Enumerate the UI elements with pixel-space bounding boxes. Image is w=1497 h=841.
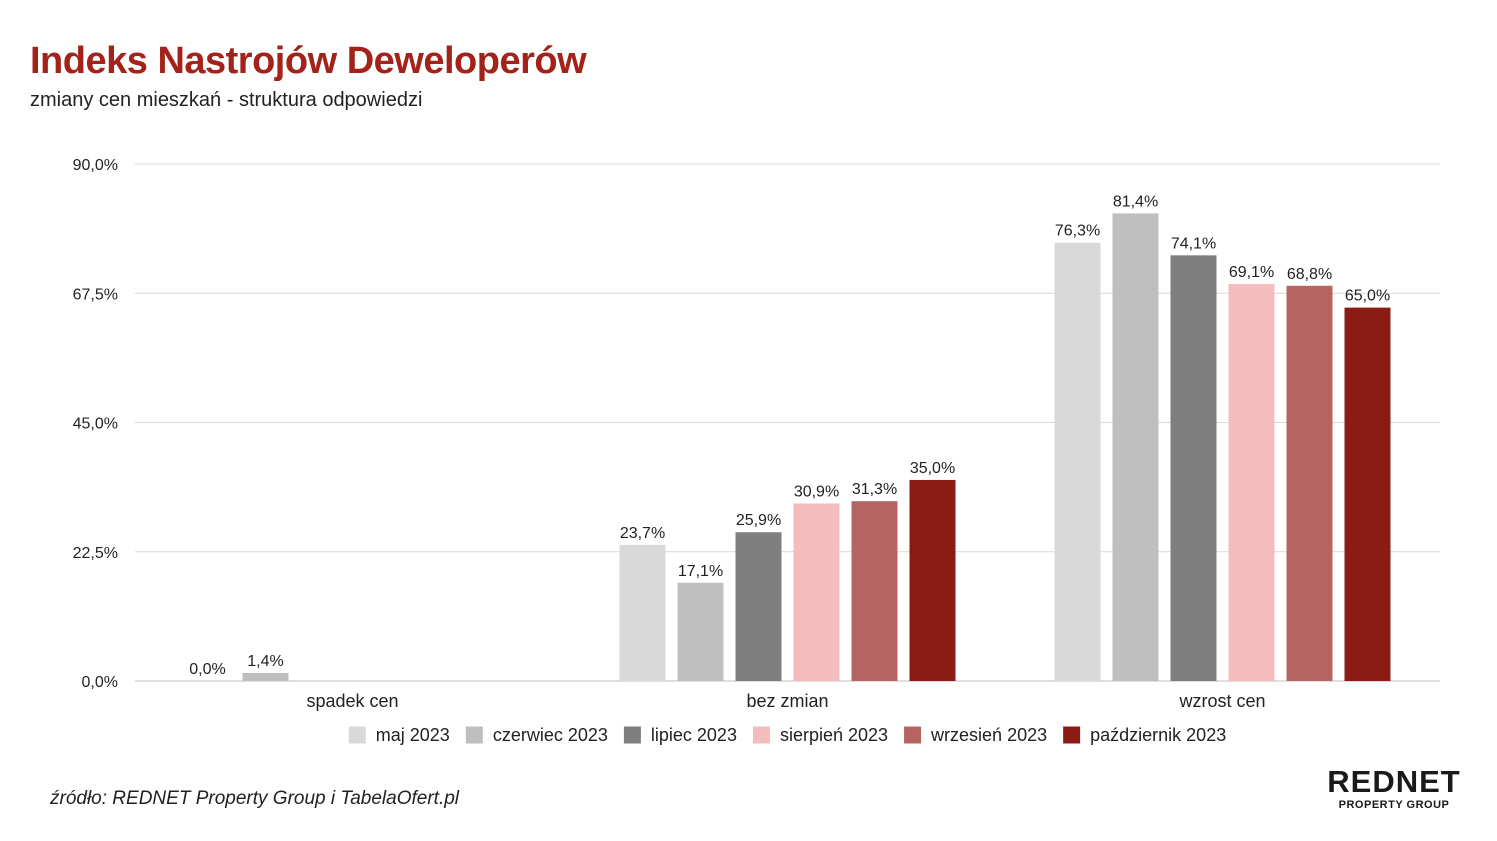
x-tick-label: wzrost cen bbox=[1178, 691, 1265, 711]
gridlines bbox=[135, 163, 1440, 682]
y-tick-label: 22,5% bbox=[73, 545, 118, 562]
source-note: źródło: REDNET Property Group i TabelaOf… bbox=[50, 788, 460, 809]
legend-label: czerwiec 2023 bbox=[493, 725, 608, 745]
rednet-logo: REDNET PROPERTY GROUP bbox=[1318, 766, 1470, 812]
legend: maj 2023 czerwiec 2023 lipiec 2023 sierpień… bbox=[348, 725, 1226, 745]
logo-tagline: PROPERTY GROUP bbox=[1338, 799, 1450, 811]
data-label: 30,9% bbox=[794, 483, 839, 500]
y-tick-label: 90,0% bbox=[73, 157, 118, 174]
y-tick-label: 45,0% bbox=[73, 416, 118, 433]
y-axis: 0,0% 22,5% 45,0% 67,5% 90,0% bbox=[73, 157, 118, 691]
legend-swatch bbox=[348, 726, 366, 744]
data-label: 74,1% bbox=[1171, 235, 1216, 252]
data-label: 68,8% bbox=[1287, 266, 1332, 283]
legend-item: maj 2023 bbox=[348, 725, 450, 745]
chart-title: Indeks Nastrojów Deweloperów bbox=[30, 40, 587, 82]
data-label: 25,9% bbox=[736, 512, 781, 529]
legend-item: czerwiec 2023 bbox=[465, 725, 608, 745]
legend-swatch bbox=[1063, 726, 1081, 744]
x-tick-label: spadek cen bbox=[306, 691, 398, 711]
data-label: 69,1% bbox=[1229, 264, 1274, 281]
x-tick-label: bez zmian bbox=[746, 691, 828, 711]
legend-item: wrzesień 2023 bbox=[904, 725, 1047, 745]
data-label: 23,7% bbox=[620, 525, 665, 542]
y-tick-label: 0,0% bbox=[82, 674, 118, 691]
bar bbox=[242, 672, 289, 681]
legend-item: lipiec 2023 bbox=[623, 725, 737, 745]
bar bbox=[1170, 255, 1217, 681]
legend-item: sierpień 2023 bbox=[752, 725, 888, 745]
chart-subtitle: zmiany cen mieszkań - struktura odpowied… bbox=[30, 89, 423, 111]
legend-swatch bbox=[623, 726, 641, 744]
bar bbox=[1286, 285, 1333, 681]
legend-swatch bbox=[752, 726, 770, 744]
bar bbox=[619, 544, 666, 681]
bar bbox=[1112, 213, 1159, 681]
legend-label: październik 2023 bbox=[1090, 725, 1226, 745]
data-labels: 0,0% 1,4% 23,7% 17,1% 25,9% 30,9% 31,3% 35,0% 76… bbox=[189, 193, 1390, 678]
bar bbox=[793, 503, 840, 681]
bar bbox=[735, 532, 782, 681]
bar bbox=[909, 479, 956, 681]
bar bbox=[1054, 242, 1101, 681]
bars bbox=[242, 213, 1391, 681]
data-label: 1,4% bbox=[247, 653, 283, 670]
data-label: 35,0% bbox=[910, 460, 955, 477]
bar bbox=[1228, 284, 1275, 681]
data-label: 31,3% bbox=[852, 481, 897, 498]
y-tick-label: 67,5% bbox=[73, 286, 118, 303]
bar bbox=[677, 582, 724, 681]
legend-swatch bbox=[904, 726, 922, 744]
legend-item: październik 2023 bbox=[1063, 725, 1226, 745]
bar bbox=[851, 501, 898, 681]
data-label: 76,3% bbox=[1055, 223, 1100, 240]
logo-wordmark: REDNET bbox=[1327, 764, 1461, 799]
legend-label: sierpień 2023 bbox=[780, 725, 888, 745]
legend-label: wrzesień 2023 bbox=[930, 725, 1047, 745]
data-label: 0,0% bbox=[189, 661, 225, 678]
data-label: 81,4% bbox=[1113, 193, 1158, 210]
legend-swatch bbox=[465, 726, 483, 744]
data-label: 65,0% bbox=[1345, 288, 1390, 305]
legend-label: lipiec 2023 bbox=[651, 725, 737, 745]
x-axis: spadek cen bez zmian wzrost cen bbox=[306, 691, 1265, 711]
bar bbox=[1344, 307, 1391, 681]
data-label: 17,1% bbox=[678, 563, 723, 580]
legend-label: maj 2023 bbox=[376, 725, 450, 745]
